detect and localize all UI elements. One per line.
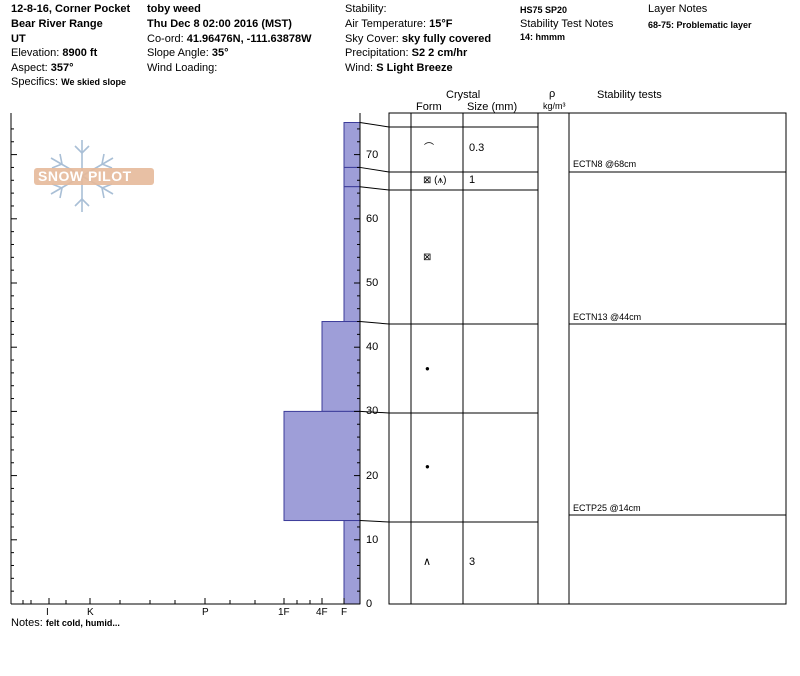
- depth-label: 10: [366, 533, 379, 546]
- density-unit: kg/m³: [543, 101, 566, 111]
- hardness-bar-5: [283, 410, 361, 522]
- grain-size-6: 3: [469, 556, 476, 568]
- elevation: Elevation: 8900 ft: [11, 47, 98, 59]
- observation-date: Thu Dec 8 02:00 2016 (MST): [147, 18, 292, 30]
- depth-label: 20: [366, 469, 379, 482]
- layer-notes-value: 68-75: Problematic layer: [648, 20, 752, 30]
- profile-title: 12-8-16, Corner Pocket: [11, 3, 131, 15]
- stability-test-3: ECTP25 @14cm: [573, 503, 641, 513]
- precipitation: Precipitation: S2 2 cm/hr: [345, 47, 468, 59]
- depth-hoar-icon: ∧: [423, 556, 432, 568]
- hardness-label: 1F: [278, 607, 290, 618]
- notes: Notes: felt cold, humid...: [11, 617, 120, 629]
- grain-size-1: 0.3: [469, 142, 485, 154]
- slope-angle: Slope Angle: 35°: [147, 47, 229, 59]
- hardness-label: P: [202, 607, 209, 618]
- hardness-bar-4: [321, 321, 361, 412]
- layer-connector: [359, 410, 390, 414]
- stability-test-notes-value: 14: hmmm: [520, 32, 566, 42]
- melt-freeze-icon-2: ●: [425, 462, 430, 471]
- melt-freeze-icon: ●: [425, 364, 430, 373]
- stability-label: Stability:: [345, 3, 387, 15]
- layer-connector: [359, 122, 390, 128]
- faceted-surface-hoar-icon: ⊠ (⩚): [423, 175, 447, 186]
- state: UT: [11, 33, 26, 45]
- hardness-label: I: [46, 607, 49, 618]
- precip-particle-icon: ⌒: [424, 143, 434, 154]
- stability-test-1: ECTN8 @68cm: [573, 159, 637, 169]
- layer-notes-label: Layer Notes: [648, 3, 708, 15]
- layer-table-frame: [388, 112, 787, 605]
- aspect: Aspect: 357°: [11, 62, 74, 74]
- coordinates: Co-ord: 41.96476N, -111.63878W: [147, 33, 312, 45]
- hs-sp: HS75 SP20: [520, 5, 568, 15]
- stability-test-notes-label: Stability Test Notes: [520, 18, 614, 30]
- stability-test-2: ECTN13 @44cm: [573, 312, 642, 322]
- stability-tests-header: Stability tests: [597, 89, 662, 101]
- hardness-label: 4F: [316, 607, 328, 618]
- grain-size-2: 1: [469, 174, 476, 186]
- layer-connector: [359, 166, 390, 173]
- hardness-bar-2: [343, 166, 361, 188]
- layer-connector: [359, 186, 390, 191]
- depth-label: 50: [366, 277, 379, 289]
- layer-connector: [359, 321, 390, 325]
- sky-cover: Sky Cover: sky fully covered: [345, 33, 492, 45]
- density-symbol: ρ: [549, 88, 556, 100]
- crystal-header: Crystal: [446, 89, 481, 101]
- specifics: Specifics: We skied slope: [11, 76, 126, 88]
- depth-label: 60: [366, 212, 379, 225]
- observer-name: toby weed: [147, 3, 201, 15]
- air-temperature: Air Temperature: 15°F: [345, 18, 453, 30]
- hardness-label: F: [341, 607, 348, 618]
- depth-label: 0: [366, 598, 373, 610]
- wind: Wind: S Light Breeze: [345, 62, 453, 74]
- size-header: Size (mm): [467, 101, 518, 113]
- mountain-range: Bear River Range: [11, 18, 103, 30]
- hardness-bar-3: [343, 186, 361, 323]
- logo-text: SNOW PILOT: [38, 168, 132, 184]
- depth-label: 40: [366, 341, 379, 354]
- depth-label: 70: [366, 148, 379, 161]
- wind-loading: Wind Loading:: [147, 62, 218, 74]
- faceted-rounded-icon: ⊠: [423, 252, 432, 263]
- hardness-label: K: [87, 607, 94, 618]
- depth-label: 30: [366, 405, 379, 418]
- layer-connector: [359, 520, 390, 523]
- form-header: Form: [416, 101, 442, 113]
